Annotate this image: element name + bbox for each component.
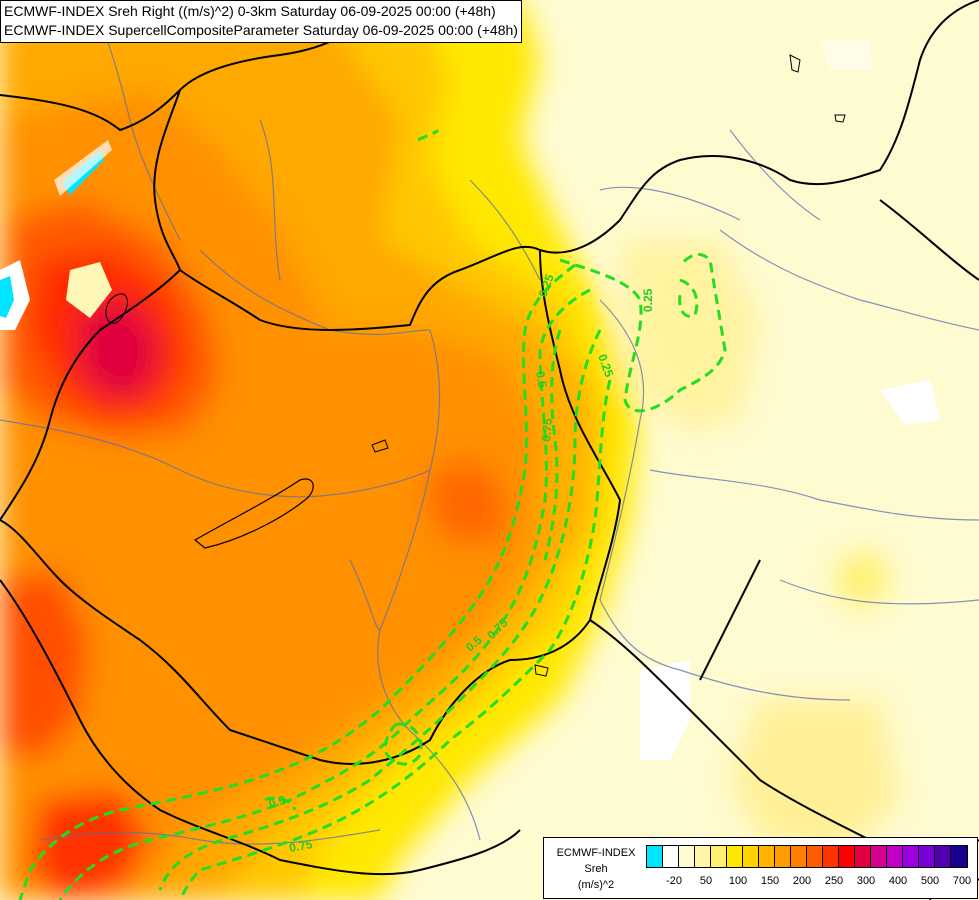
legend-title: ECMWF-INDEX xyxy=(556,847,636,859)
chart-title-line-1: ECMWF-INDEX Sreh Right ((m/s)^2) 0-3km S… xyxy=(4,3,496,19)
contour-label: 0.75 xyxy=(288,837,314,855)
chart-title-box: ECMWF-INDEX Sreh Right ((m/s)^2) 0-3km S… xyxy=(0,0,522,43)
legend-tick-label: 300 xyxy=(856,875,876,887)
sreh-filled-field xyxy=(0,0,900,900)
legend-variable: Sreh xyxy=(584,863,608,875)
legend-swatch xyxy=(951,846,967,867)
legend-tick-label: 50 xyxy=(699,875,713,887)
contour-label: 0.5 xyxy=(267,793,287,811)
legend-swatch xyxy=(711,846,727,867)
legend-swatch xyxy=(855,846,871,867)
legend-tick-label: 400 xyxy=(888,875,908,887)
contour-label: 0.5 xyxy=(533,370,550,389)
legend-swatch xyxy=(759,846,775,867)
legend-swatch xyxy=(871,846,887,867)
legend-swatch xyxy=(695,846,711,867)
legend-tick-labels: -20 50 100 150 200 250 300 400 500 700 xyxy=(646,875,976,891)
rivers xyxy=(0,0,979,845)
color-legend: ECMWF-INDEX Sreh (m/s)^2 -20 50 100 150 200 2… xyxy=(543,837,978,899)
legend-swatch xyxy=(887,846,903,867)
legend-tick-label: 500 xyxy=(920,875,940,887)
negative-value-patch xyxy=(0,276,14,318)
legend-swatch xyxy=(679,846,695,867)
legend-swatch xyxy=(727,846,743,867)
legend-swatch xyxy=(647,846,663,867)
legend-swatch xyxy=(791,846,807,867)
legend-swatch xyxy=(807,846,823,867)
legend-tick-label: 200 xyxy=(792,875,812,887)
legend-swatch xyxy=(839,846,855,867)
chart-title-line-2: ECMWF-INDEX SupercellCompositeParameter … xyxy=(4,22,518,38)
legend-swatch xyxy=(935,846,951,867)
legend-tick-label: -20 xyxy=(666,875,682,887)
legend-swatch xyxy=(663,846,679,867)
scp-contours xyxy=(18,128,727,900)
legend-tick-label: 100 xyxy=(728,875,748,887)
lake-balaton xyxy=(193,478,314,549)
contour-labels: 0.25 0.25 0.25 0.5 0.75 0.5 0.75 0.5 0.7… xyxy=(267,272,655,855)
legend-tick-label: 150 xyxy=(760,875,780,887)
legend-swatch xyxy=(823,846,839,867)
legend-tick-label: 700 xyxy=(952,875,972,887)
legend-swatch xyxy=(743,846,759,867)
legend-swatch xyxy=(919,846,935,867)
legend-swatch xyxy=(775,846,791,867)
legend-color-scale xyxy=(646,845,968,868)
legend-tick-label: 250 xyxy=(824,875,844,887)
legend-unit: (m/s)^2 xyxy=(577,879,615,891)
contour-label: 0.75 xyxy=(539,417,555,442)
legend-swatch xyxy=(903,846,919,867)
contour-label: 0.25 xyxy=(641,288,655,312)
